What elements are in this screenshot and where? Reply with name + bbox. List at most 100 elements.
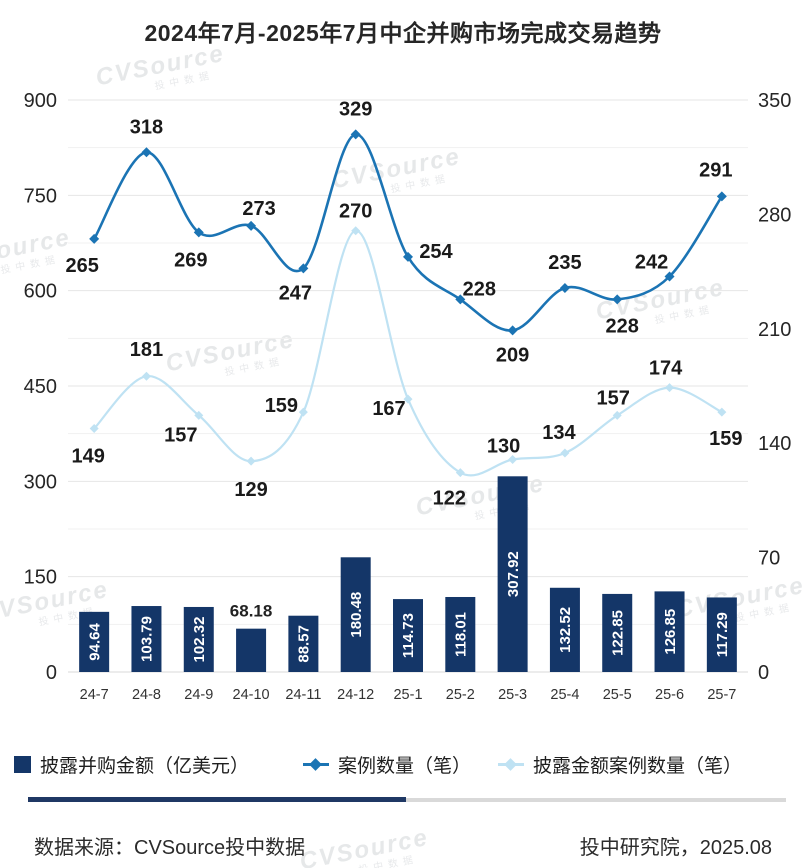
x-axis-label: 24-10 <box>233 687 270 703</box>
data-label: 329 <box>339 98 372 120</box>
left-axis-tick: 0 <box>46 662 57 684</box>
research-org-text: 投中研究院，2025.08 <box>579 837 772 859</box>
data-label: 130 <box>487 436 520 458</box>
marker-25-5 <box>612 410 622 420</box>
bar-25-7 <box>706 597 737 672</box>
bar-value-label: 117.29 <box>714 612 731 657</box>
legend-item-disclosed-count: 披露金额案例数量（笔） <box>498 751 742 778</box>
data-label: 209 <box>496 344 529 366</box>
x-axis-label: 24-9 <box>184 687 213 703</box>
data-label: 174 <box>649 358 683 380</box>
right-axis-tick: 350 <box>758 90 791 112</box>
marker-25-4 <box>560 448 570 458</box>
marker-24-11 <box>298 407 308 417</box>
line-披露金额案例数量（笔） <box>93 229 723 477</box>
bar-24-11 <box>288 615 319 672</box>
bar-value-label: 102.32 <box>191 617 208 663</box>
data-label: 122 <box>433 488 466 510</box>
right-axis-tick: 210 <box>758 319 791 341</box>
legend-label: 案例数量（笔） <box>338 755 472 777</box>
data-source-text: 数据来源：CVSource投中数据 <box>34 837 306 859</box>
bar-value-label: 88.57 <box>296 625 313 663</box>
bar-value-label: 94.64 <box>86 623 103 661</box>
marker-25-2 <box>455 468 465 478</box>
data-label: 254 <box>419 241 453 263</box>
bar-24-12 <box>340 557 371 672</box>
data-label: 228 <box>606 315 639 337</box>
data-label: 181 <box>130 339 163 361</box>
data-label: 157 <box>597 387 630 409</box>
bar-value-label: 118.01 <box>453 612 470 657</box>
x-axis-label: 25-3 <box>498 687 527 703</box>
data-label: 269 <box>174 249 207 271</box>
x-axis-label: 25-2 <box>446 687 475 703</box>
x-axis-label: 24-12 <box>337 687 374 703</box>
marker-24-10 <box>246 456 256 466</box>
chart-legend: 披露并购金额（亿美元） 案例数量（笔） 披露金额案例数量（笔） <box>0 746 806 782</box>
marker-25-7 <box>717 407 727 417</box>
right-axis-tick: 140 <box>758 433 791 455</box>
marker-24-10 <box>246 220 257 231</box>
line-案例数量（笔） <box>92 133 724 332</box>
data-label: 159 <box>265 395 298 417</box>
marker-24-9 <box>193 227 204 238</box>
bar-25-6 <box>654 591 685 672</box>
marker-25-5 <box>612 294 623 305</box>
bar-25-1 <box>393 599 423 672</box>
marker-24-9 <box>194 410 204 420</box>
data-label: 265 <box>65 255 98 277</box>
left-axis-tick: 600 <box>24 281 57 303</box>
marker-25-1 <box>403 251 413 262</box>
divider <box>28 797 786 802</box>
data-label: 157 <box>164 424 197 446</box>
left-axis-tick: 750 <box>24 185 57 207</box>
bar-25-2 <box>445 596 476 672</box>
bar-value-label: 307.92 <box>505 551 522 597</box>
left-axis-tick: 150 <box>24 567 57 589</box>
x-axis-label: 25-1 <box>393 687 422 703</box>
marker-25-6 <box>665 383 675 393</box>
legend-item-amount: 披露并购金额（亿美元） <box>14 751 249 778</box>
bar-value-label: 68.18 <box>230 602 273 621</box>
x-axis-label: 24-7 <box>80 687 109 703</box>
marker-25-3 <box>507 325 518 336</box>
bar-25-4 <box>549 587 580 672</box>
data-label: 129 <box>234 479 267 501</box>
bar-value-label: 114.73 <box>400 613 417 658</box>
marker-25-7 <box>716 191 727 202</box>
data-label: 235 <box>548 252 581 274</box>
right-axis-tick: 280 <box>758 204 791 226</box>
marker-24-12 <box>351 226 361 236</box>
bar-24-8 <box>131 606 162 672</box>
data-label: 149 <box>71 445 104 467</box>
bar-value-label: 180.48 <box>348 592 365 638</box>
marker-24-7 <box>89 423 99 433</box>
footer: 数据来源：CVSource投中数据 投中研究院，2025.08 <box>34 831 772 860</box>
right-axis-tick: 0 <box>758 662 769 684</box>
legend-label: 披露金额案例数量（笔） <box>533 755 743 777</box>
left-axis-tick: 450 <box>24 376 57 398</box>
data-label: 291 <box>699 159 732 181</box>
data-label: 273 <box>242 198 275 220</box>
data-label: 134 <box>542 422 576 444</box>
x-axis-label: 24-8 <box>132 687 161 703</box>
data-label: 318 <box>130 116 163 138</box>
data-label: 242 <box>635 252 668 274</box>
divider-navy-segment <box>28 797 406 802</box>
marker-24-11 <box>298 263 309 274</box>
marker-24-8 <box>141 147 152 158</box>
marker-25-1 <box>403 394 413 404</box>
bar-24-7 <box>79 611 110 672</box>
data-label: 247 <box>279 282 312 304</box>
bar-24-9 <box>183 606 214 672</box>
x-axis-label: 25-5 <box>603 687 632 703</box>
chart-title: 2024年7月-2025年7月中企并购市场完成交易趋势 <box>144 20 662 46</box>
x-axis-label: 24-11 <box>285 687 321 703</box>
line-marker-icon <box>498 756 524 773</box>
x-axis-label: 25-7 <box>707 687 736 703</box>
bar-25-3 <box>497 476 528 672</box>
data-label: 167 <box>372 398 405 420</box>
bar-value-label: 132.52 <box>557 607 574 653</box>
combo-chart: 0 150 300 450 600 750 900 0 70 140 210 280 350 94.64 1… <box>24 90 792 703</box>
